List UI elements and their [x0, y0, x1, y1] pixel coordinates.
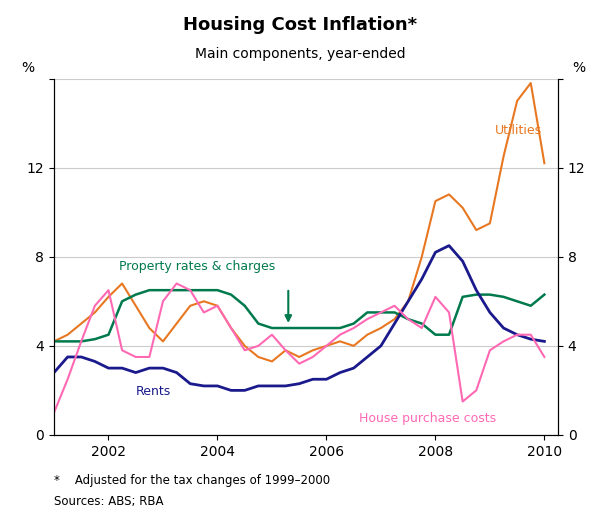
- Text: Property rates & charges: Property rates & charges: [119, 260, 275, 273]
- Text: Utilities: Utilities: [496, 124, 542, 137]
- Text: Rents: Rents: [136, 385, 171, 398]
- Text: %: %: [572, 61, 586, 75]
- Text: %: %: [21, 61, 34, 75]
- Text: Main components, year-ended: Main components, year-ended: [194, 47, 406, 61]
- Text: House purchase costs: House purchase costs: [359, 411, 496, 424]
- Text: Sources: ABS; RBA: Sources: ABS; RBA: [54, 495, 163, 508]
- Text: *    Adjusted for the tax changes of 1999–2000: * Adjusted for the tax changes of 1999–2…: [54, 474, 330, 487]
- Text: Housing Cost Inflation*: Housing Cost Inflation*: [183, 16, 417, 34]
